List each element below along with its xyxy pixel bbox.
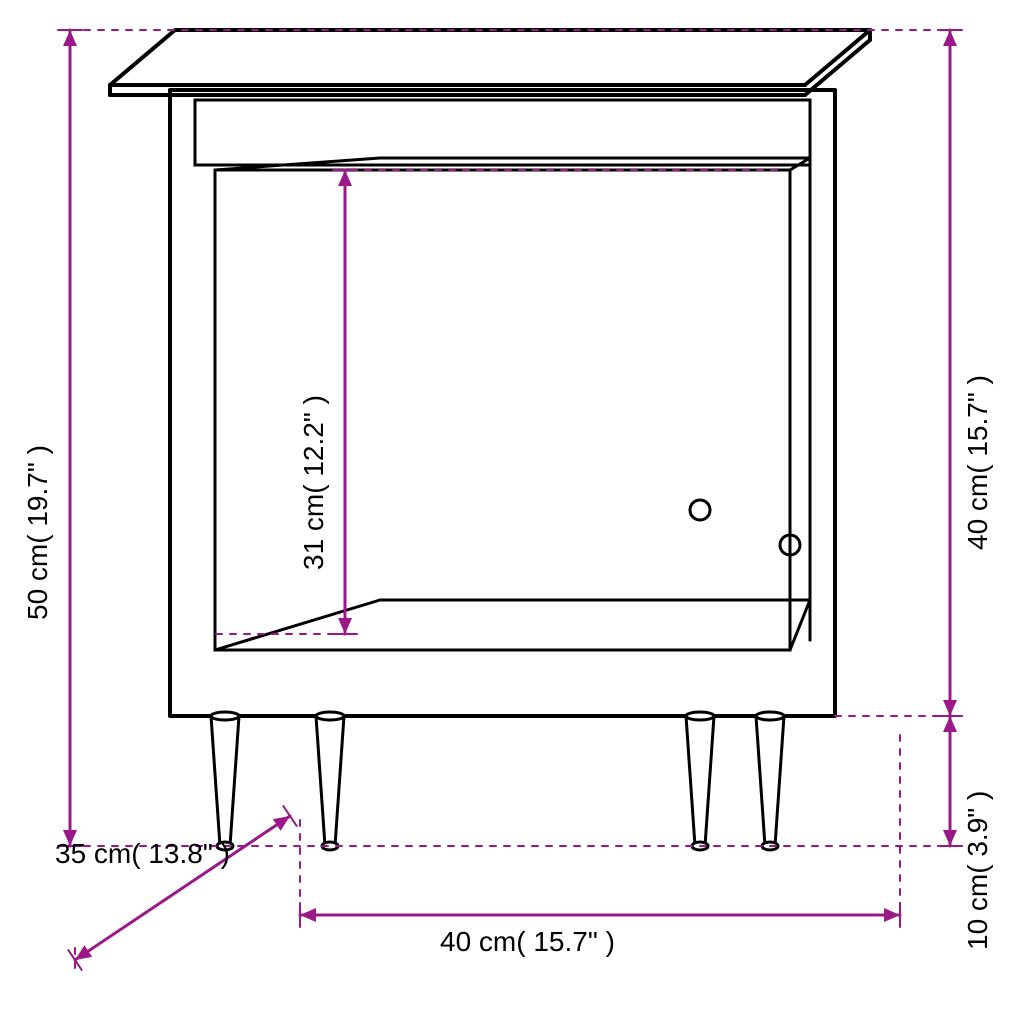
dim-cavity-height: 31 cm( 12.2" )	[298, 230, 330, 570]
dim-depth: 35 cm( 13.8" )	[55, 838, 230, 870]
dim-body-height: 40 cm( 15.7" )	[962, 190, 994, 550]
dim-width: 40 cm( 15.7" )	[440, 926, 615, 958]
dim-leg-height: 10 cm( 3.9" )	[962, 610, 994, 950]
dim-overall-height: 50 cm( 19.7" )	[22, 260, 54, 620]
dimension-diagram	[0, 0, 1024, 1024]
